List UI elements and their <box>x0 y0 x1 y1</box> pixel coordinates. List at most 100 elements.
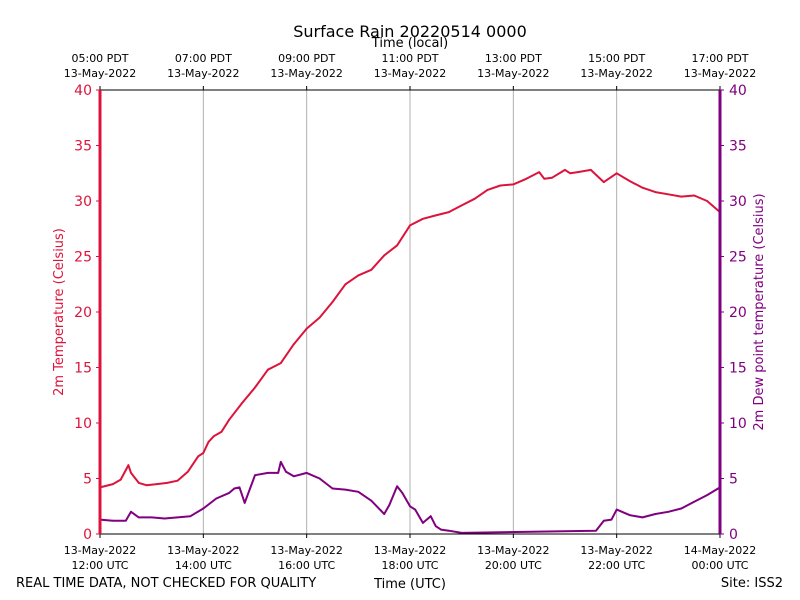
data-point-2m-dew-point-temperature-34 <box>429 515 432 518</box>
data-point-2m-temperature-49 <box>628 180 631 182</box>
ticks-layer: 13-May-2022 12:00 UTC 13-May-2022 14:00 UTC… <box>64 52 756 572</box>
data-point-2m-dew-point-temperature-27 <box>383 513 386 515</box>
data-point-2m-temperature-4 <box>130 472 132 474</box>
data-point-2m-dew-point-temperature-23 <box>331 487 334 490</box>
x-tick-top-time-4: 13:00 PDT <box>485 52 542 65</box>
x-tick-bottom-date-2: 13-May-2022 <box>270 544 342 557</box>
data-point-2m-temperature-34 <box>460 204 463 207</box>
quality-disclaimer: REAL TIME DATA, NOT CHECKED FOR QUALITY <box>16 576 316 591</box>
data-point-2m-dew-point-temperature-19 <box>285 470 287 473</box>
x-tick-bottom-time-5: 22:00 UTC <box>588 559 645 572</box>
y-tick-right-label-1: 5 <box>729 472 738 488</box>
y-tick-left-label-4: 20 <box>74 305 92 321</box>
series-layer <box>99 168 721 534</box>
chart-title: Surface Rain 20220514 0000 <box>293 22 527 41</box>
data-point-2m-temperature-8 <box>166 482 169 484</box>
data-point-2m-dew-point-temperature-39 <box>595 529 597 532</box>
data-point-2m-temperature-6 <box>145 484 148 487</box>
data-point-2m-dew-point-temperature-7 <box>176 516 179 519</box>
data-point-2m-dew-point-temperature-46 <box>667 510 670 513</box>
data-point-2m-temperature-5 <box>137 482 140 484</box>
y-tick-right-label-3: 15 <box>729 361 747 377</box>
y-axis-right-label: 2m Dew point temperature (Celsius) <box>752 193 767 430</box>
data-point-2m-dew-point-temperature-11 <box>228 492 231 494</box>
data-point-2m-dew-point-temperature-43 <box>628 514 631 516</box>
data-point-2m-temperature-26 <box>357 274 360 277</box>
x-tick-bottom-date-1: 13-May-2022 <box>167 544 239 557</box>
data-point-2m-temperature-7 <box>155 483 158 485</box>
x-tick-top-date-2: 13-May-2022 <box>270 67 342 80</box>
y-tick-left-label-3: 15 <box>74 361 92 377</box>
data-point-2m-dew-point-temperature-28 <box>388 504 391 506</box>
data-point-2m-temperature-25 <box>344 283 347 286</box>
data-point-2m-temperature-40 <box>538 171 541 174</box>
data-point-2m-temperature-39 <box>525 177 528 180</box>
data-point-2m-dew-point-temperature-26 <box>370 499 373 502</box>
y-tick-left-label-6: 30 <box>74 194 92 210</box>
data-point-2m-dew-point-temperature-1 <box>112 519 114 522</box>
y-tick-right-label-6: 30 <box>729 194 747 210</box>
data-point-2m-temperature-35 <box>473 197 476 200</box>
data-point-2m-dew-point-temperature-4 <box>137 516 140 519</box>
data-point-2m-temperature-22 <box>305 327 308 330</box>
data-point-2m-dew-point-temperature-10 <box>215 497 218 500</box>
data-point-2m-dew-point-temperature-35 <box>434 525 437 528</box>
x-tick-top-date-5: 13-May-2022 <box>580 67 652 80</box>
data-point-2m-temperature-48 <box>615 172 618 175</box>
data-point-2m-temperature-52 <box>667 193 670 196</box>
data-point-2m-temperature-28 <box>383 254 386 257</box>
x-tick-bottom-time-3: 18:00 UTC <box>381 559 438 572</box>
x-tick-top-time-6: 17:00 PDT <box>691 52 748 65</box>
data-point-2m-dew-point-temperature-41 <box>610 518 613 521</box>
y-tick-right-label-4: 20 <box>729 305 747 321</box>
data-point-2m-temperature-51 <box>654 191 657 194</box>
data-point-2m-temperature-46 <box>589 169 592 171</box>
data-point-2m-dew-point-temperature-20 <box>292 475 295 478</box>
data-point-2m-temperature-19 <box>267 368 269 371</box>
data-point-2m-temperature-24 <box>331 301 334 303</box>
data-point-2m-dew-point-temperature-30 <box>401 492 404 494</box>
x-tick-top-time-3: 11:00 PDT <box>381 52 438 65</box>
x-tick-bottom-time-6: 00:00 UTC <box>691 559 748 572</box>
data-point-2m-temperature-36 <box>486 189 489 191</box>
site-label: Site: ISS2 <box>721 576 783 591</box>
x-tick-bottom-date-5: 13-May-2022 <box>580 544 652 557</box>
x-tick-top-date-0: 13-May-2022 <box>64 67 136 80</box>
data-point-2m-temperature-13 <box>207 441 210 443</box>
data-point-2m-temperature-15 <box>220 431 223 433</box>
data-point-2m-dew-point-temperature-32 <box>414 508 417 511</box>
data-point-2m-temperature-41 <box>543 177 546 180</box>
data-point-2m-temperature-50 <box>641 186 644 189</box>
data-point-2m-temperature-32 <box>434 214 437 217</box>
x-tick-top-date-6: 13-May-2022 <box>684 67 756 80</box>
data-point-2m-temperature-1 <box>112 483 114 485</box>
grid-lines <box>202 90 618 534</box>
y-tick-right-label-8: 40 <box>729 83 747 99</box>
data-point-2m-dew-point-temperature-15 <box>254 474 256 477</box>
x-tick-top-date-4: 13-May-2022 <box>477 67 549 80</box>
data-point-2m-dew-point-temperature-44 <box>641 516 644 519</box>
data-point-2m-dew-point-temperature-12 <box>233 487 236 490</box>
x-axis-top-label: Time (local) <box>371 36 448 51</box>
data-point-2m-temperature-14 <box>212 435 215 438</box>
data-point-2m-temperature-42 <box>551 176 553 179</box>
x-tick-top-time-2: 09:00 PDT <box>278 52 335 65</box>
x-tick-top-date-1: 13-May-2022 <box>167 67 239 80</box>
data-point-2m-temperature-3 <box>127 464 130 467</box>
data-point-2m-dew-point-temperature-9 <box>202 507 205 510</box>
data-point-2m-dew-point-temperature-8 <box>189 515 192 518</box>
y-tick-left-label-2: 10 <box>74 416 92 432</box>
x-tick-bottom-date-6: 14-May-2022 <box>684 544 756 557</box>
x-tick-bottom-time-2: 16:00 UTC <box>278 559 335 572</box>
data-point-2m-dew-point-temperature-49 <box>706 494 708 496</box>
data-point-2m-dew-point-temperature-13 <box>238 486 241 489</box>
data-point-2m-temperature-27 <box>370 268 373 271</box>
data-point-2m-dew-point-temperature-16 <box>267 472 269 474</box>
data-point-2m-temperature-29 <box>396 244 398 247</box>
data-point-2m-dew-point-temperature-48 <box>693 500 696 503</box>
data-point-2m-dew-point-temperature-6 <box>163 517 166 520</box>
data-point-2m-dew-point-temperature-25 <box>357 490 360 493</box>
data-point-2m-dew-point-temperature-40 <box>602 519 605 522</box>
data-point-2m-dew-point-temperature-29 <box>396 485 398 488</box>
data-point-2m-dew-point-temperature-38 <box>460 532 463 534</box>
